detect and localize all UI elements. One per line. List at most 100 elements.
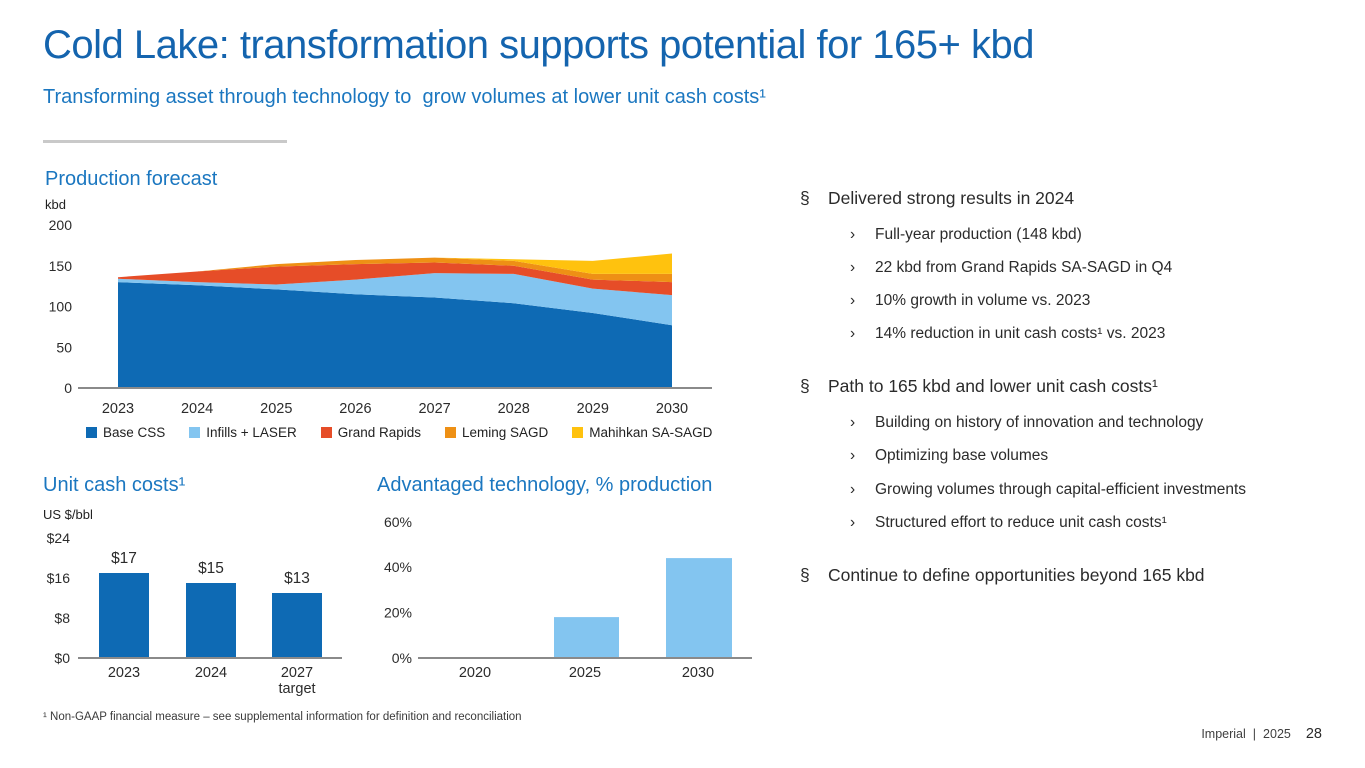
page-subtitle: Transforming asset through technology to… [43, 86, 766, 108]
legend-swatch-icon [445, 427, 456, 438]
legend-swatch-icon [320, 427, 332, 438]
sub-bullet-item: › Building on history of innovation and t… [800, 413, 1348, 433]
y-tick-label: 20% [384, 605, 412, 621]
bar-2027-target [272, 593, 322, 658]
chevron-marker-icon: › [850, 292, 856, 310]
chevron-marker-icon: › [850, 447, 856, 465]
bar-2025 [554, 617, 619, 658]
legend-label: Leming SAGD [462, 425, 549, 440]
unit-cash-costs-unit-label: US $/bbl [43, 507, 93, 522]
x-tick-label: 2029 [577, 401, 609, 417]
chevron-marker-icon: › [850, 325, 856, 343]
x-tick-label: 2025 [569, 665, 601, 681]
bullet-section: § Path to 165 kbd and lower unit cash cos… [800, 376, 1348, 545]
unit-cash-costs-title: Unit cash costs¹ [43, 474, 186, 496]
x-tick-label: 2023 [108, 665, 140, 681]
chevron-marker-icon: › [850, 513, 856, 531]
bullet-item: § Path to 165 kbd and lower unit cash cos… [800, 376, 1348, 398]
area-series-infills-laser [118, 273, 672, 326]
footer-year: 2025 [1263, 727, 1291, 741]
area-series-mahihkan-sa-sagd [118, 253, 672, 278]
production-forecast-title: Production forecast [45, 168, 218, 190]
chevron-marker-icon: › [850, 480, 856, 498]
chevron-marker-icon: › [850, 225, 856, 243]
legend-swatch-icon [86, 427, 97, 438]
x-tick-label: 2027 [418, 401, 450, 417]
bullet-section: § Continue to define opportunities beyond… [800, 565, 1348, 602]
title-divider [43, 140, 287, 143]
x-tick-label: 2024 [181, 401, 213, 417]
slide-footer: Imperial | 2025 28 [1201, 726, 1322, 742]
x-tick-label: 2027 [281, 665, 313, 681]
legend-item-mahihkan-sa-sagd: Mahihkan SA-SAGD [572, 425, 712, 440]
footer-separator: | [1252, 727, 1257, 741]
production-forecast-legend: Base CSS Infills + LASER Grand Rapids Lemin… [86, 425, 712, 440]
page-number: 28 [1305, 726, 1322, 742]
y-tick-label: 0% [392, 650, 412, 666]
sub-bullet-item: › Growing volumes through capital-efficie… [800, 480, 1348, 500]
bar-value-label: $15 [198, 560, 224, 577]
x-tick-label: 2020 [459, 665, 491, 681]
x-tick-label: 2028 [498, 401, 530, 417]
y-tick-label: $24 [47, 530, 71, 546]
legend-swatch-icon [572, 427, 584, 438]
bullet-text: Path to 165 kbd and lower unit cash cost… [828, 376, 1158, 397]
area-series-leming-sagd [118, 257, 672, 283]
section-marker-icon: § [800, 376, 810, 397]
y-tick-label: 100 [49, 299, 73, 315]
y-tick-label: 60% [384, 514, 412, 530]
page-title: Cold Lake: transformation supports poten… [43, 23, 1035, 67]
sub-bullet-text: Optimizing base volumes [875, 447, 1049, 465]
section-marker-icon: § [800, 188, 810, 208]
bullet-item: § Continue to define opportunities beyond… [800, 565, 1348, 587]
area-series-grand-rapids [118, 262, 672, 296]
legend-item-base-css: Base CSS [86, 425, 165, 440]
production-forecast-chart: 0 50 100 150 200 2023 2024 2025 2026 2027 2028 2029… [49, 217, 712, 417]
sub-bullet-item: › Full-year production (148 kbd) [800, 225, 1348, 245]
sub-bullet-text: Structured effort to reduce unit cash co… [875, 513, 1167, 531]
sub-bullet-item: › Structured effort to reduce unit cash c… [800, 513, 1348, 533]
legend-item-grand-rapids: Grand Rapids [320, 425, 421, 440]
legend-label: Mahihkan SA-SAGD [589, 425, 713, 440]
x-tick-label: 2026 [339, 401, 371, 417]
sub-bullet-item: › 10% growth in volume vs. 2023 [800, 291, 1348, 311]
advantaged-technology-chart: 0% 20% 40% 60% 2020 2025 2030 [384, 514, 752, 681]
bullet-section: § Delivered strong results in 2024 › Full-y… [800, 188, 1348, 357]
x-tick-label: 2025 [260, 401, 292, 417]
area-series-base-css [118, 282, 672, 388]
sub-bullet-text: 10% growth in volume vs. 2023 [875, 292, 1091, 310]
legend-label: Infills + LASER [206, 425, 297, 440]
bullet-item: § Delivered strong results in 2024 [800, 188, 1348, 210]
y-tick-label: $16 [47, 570, 71, 586]
footer-brand: Imperial [1201, 727, 1246, 741]
bar-2030 [666, 558, 732, 658]
sub-bullet-text: Building on history of innovation and te… [875, 414, 1204, 432]
bullet-text: Delivered strong results in 2024 [828, 188, 1075, 208]
bar-value-label: $17 [111, 550, 137, 567]
x-tick-sublabel: target [278, 681, 315, 697]
legend-item-leming-sagd: Leming SAGD [445, 425, 548, 440]
sub-bullet-item: › 14% reduction in unit cash costs¹ vs. 2… [800, 324, 1348, 344]
sub-bullet-item: › 22 kbd from Grand Rapids SA-SAGD in Q4 [800, 258, 1348, 278]
y-tick-label: 150 [49, 258, 73, 274]
y-tick-label: 200 [49, 217, 73, 233]
y-tick-label: $8 [54, 610, 70, 626]
sub-bullet-text: Growing volumes through capital-efficien… [875, 480, 1247, 498]
production-forecast-unit-label: kbd [45, 197, 66, 212]
sub-bullet-text: Full-year production (148 kbd) [875, 225, 1082, 243]
key-points-list: § Delivered strong results in 2024 › Full-y… [800, 188, 1348, 621]
bar-value-label: $13 [284, 570, 310, 587]
footnote: ¹ Non-GAAP financial measure – see suppl… [43, 711, 522, 723]
x-tick-label: 2030 [656, 401, 688, 417]
x-tick-label: 2023 [102, 401, 134, 417]
sub-bullet-text: 14% reduction in unit cash costs¹ vs. 20… [875, 325, 1166, 343]
y-tick-label: $0 [54, 650, 70, 666]
x-tick-label: 2024 [195, 665, 227, 681]
legend-swatch-icon [189, 427, 201, 438]
y-tick-label: 40% [384, 559, 412, 575]
advantaged-technology-title: Advantaged technology, % production [377, 474, 713, 496]
chevron-marker-icon: › [850, 259, 856, 277]
sub-bullet-item: › Optimizing base volumes [800, 446, 1348, 466]
chevron-marker-icon: › [850, 414, 856, 432]
